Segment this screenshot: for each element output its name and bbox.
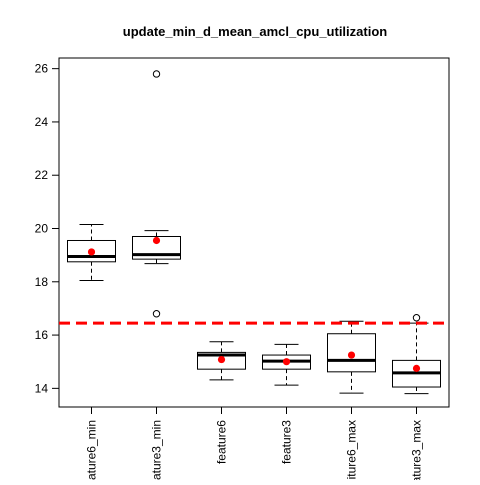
x-tick-label: ature3_min: [150, 420, 164, 480]
mean-point: [412, 364, 421, 372]
outlier-point: [412, 314, 421, 322]
mean-point: [282, 358, 291, 366]
mean-point: [347, 351, 356, 359]
mean-point: [152, 236, 161, 245]
plot-area: 14 16 18 20 22 24 26 ature6_min ature3_min featur…: [35, 57, 450, 483]
x-tick-label: iture6_max: [345, 420, 359, 479]
mean-point: [87, 248, 96, 256]
x-tick-label: feature6: [215, 420, 229, 464]
y-tick-label: 26: [35, 62, 49, 76]
y-tick-label: 18: [35, 275, 49, 289]
x-tick-label: ature3_max: [410, 420, 424, 480]
x-tick-label: feature3: [280, 420, 294, 464]
chart-title: update_min_d_mean_amcl_cpu_utilization: [123, 24, 387, 39]
outlier-point: [152, 310, 161, 318]
y-tick-label: 14: [35, 381, 49, 395]
plot-frame: [58, 57, 450, 408]
y-tick-label: 22: [35, 168, 49, 182]
y-tick-label: 24: [35, 115, 49, 129]
y-tick-label: 20: [35, 222, 49, 236]
outlier-point: [152, 70, 161, 78]
mean-point: [217, 355, 226, 364]
y-tick-label: 16: [35, 328, 49, 342]
x-tick-label: ature6_min: [85, 420, 99, 480]
